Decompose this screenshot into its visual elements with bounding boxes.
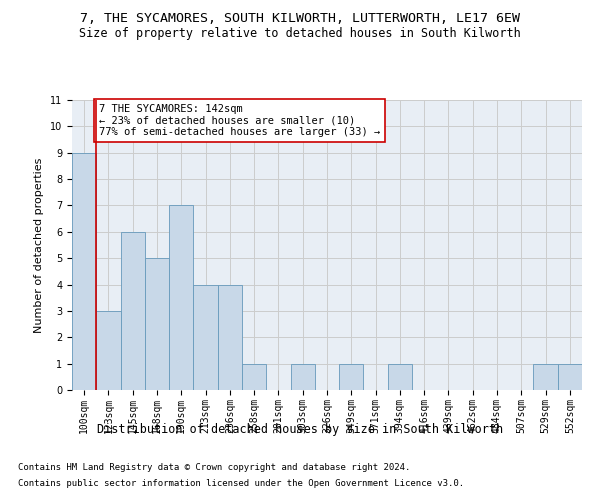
Bar [193,284,218,390]
Text: Contains HM Land Registry data © Crown copyright and database right 2024.: Contains HM Land Registry data © Crown c… [18,464,410,472]
Text: 7, THE SYCAMORES, SOUTH KILWORTH, LUTTERWORTH, LE17 6EW: 7, THE SYCAMORES, SOUTH KILWORTH, LUTTER… [80,12,520,26]
Bar [533,364,558,390]
Text: 7 THE SYCAMORES: 142sqm
← 23% of detached houses are smaller (10)
77% of semi-de: 7 THE SYCAMORES: 142sqm ← 23% of detache… [99,104,380,137]
Bar [218,284,242,390]
Bar [242,364,266,390]
Bar [558,364,582,390]
Bar [290,364,315,390]
Bar [388,364,412,390]
Bar [72,152,96,390]
Bar [339,364,364,390]
Text: Distribution of detached houses by size in South Kilworth: Distribution of detached houses by size … [97,422,503,436]
Y-axis label: Number of detached properties: Number of detached properties [34,158,44,332]
Bar [169,206,193,390]
Bar [145,258,169,390]
Bar [96,311,121,390]
Bar [121,232,145,390]
Text: Size of property relative to detached houses in South Kilworth: Size of property relative to detached ho… [79,28,521,40]
Text: Contains public sector information licensed under the Open Government Licence v3: Contains public sector information licen… [18,478,464,488]
